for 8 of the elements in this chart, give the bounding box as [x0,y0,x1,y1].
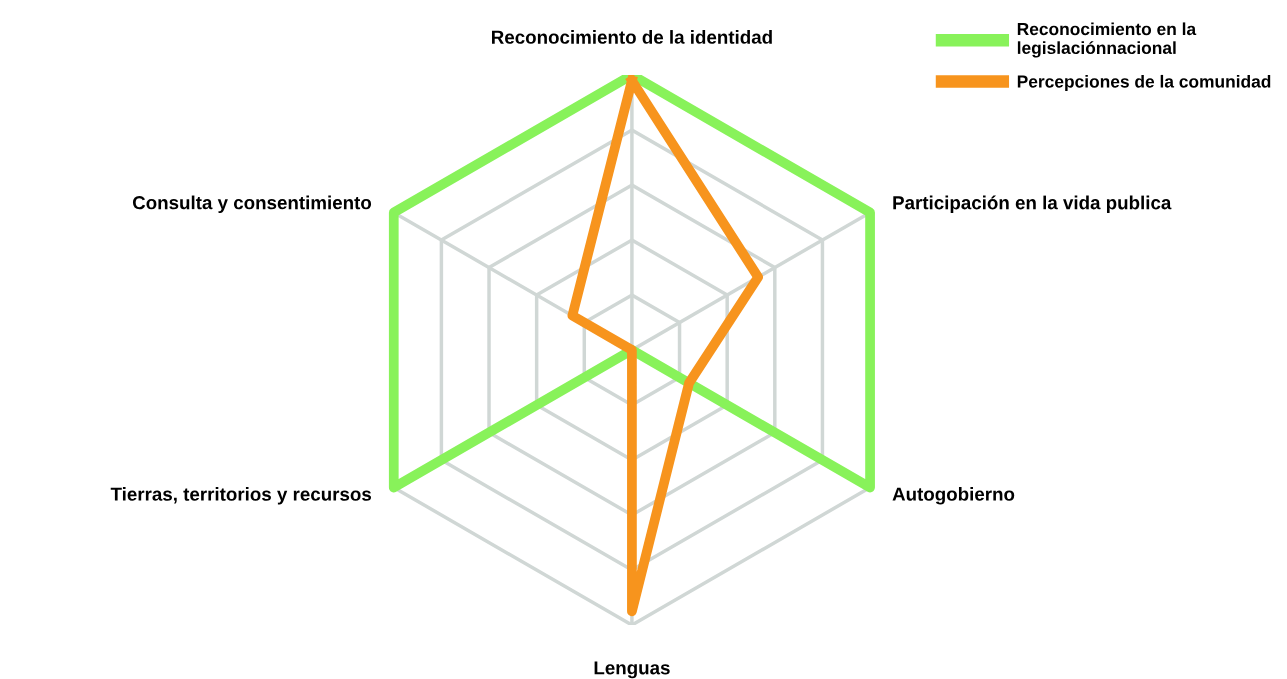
spoke-label: Tierras, territorios y recursos [110,487,372,505]
spoke-label: Consulta y consentimiento [132,195,372,214]
spoke-label: Participación en la vida publica [893,195,1172,214]
spoke-label: Reconocimiento de la identidad [492,30,772,44]
legend-label: Percepciones de la comunidad [1017,74,1271,92]
spoke-label: Autogobierno [892,486,1015,505]
spoke-label: Lenguas [594,661,670,679]
legend-label: Reconocimiento en la legislaciónnacional [1017,22,1197,58]
